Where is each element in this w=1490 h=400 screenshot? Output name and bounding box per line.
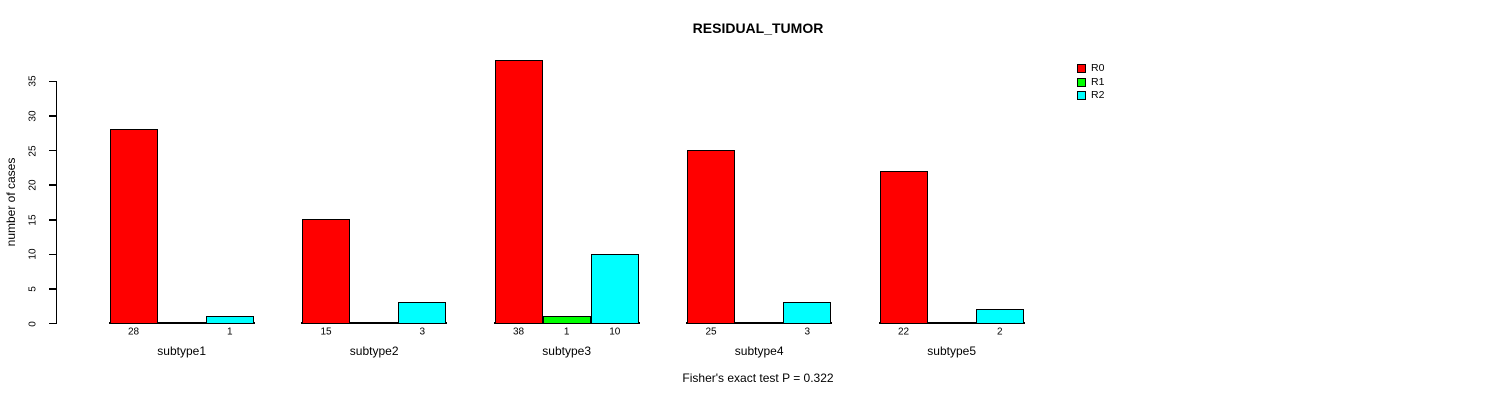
bar-r0-subtype1 <box>109 129 158 325</box>
x-axis-category-label: subtype1 <box>157 343 206 358</box>
y-axis-tick-label: 25 <box>27 144 39 157</box>
y-axis-tick-label: 15 <box>27 214 39 226</box>
bar-r0-subtype5 <box>879 170 928 325</box>
bar-r2-subtype3 <box>590 253 639 325</box>
legend-label: R1 <box>1091 75 1105 88</box>
x-axis-category-label: subtype3 <box>542 343 591 358</box>
legend: R0 R1 R2 <box>1077 62 1105 102</box>
fisher-test-note: Fisher's exact test P = 0.322 <box>682 371 834 385</box>
x-axis-category-label: subtype5 <box>927 343 976 358</box>
y-axis-tick <box>48 253 56 256</box>
legend-item-r1: R1 <box>1077 75 1105 88</box>
bar-value-label: 1 <box>563 326 570 337</box>
bar-value-label: 3 <box>419 326 426 337</box>
legend-swatch-r1 <box>1077 77 1086 87</box>
bar-r2-subtype4 <box>783 302 832 325</box>
y-axis-tick <box>48 115 56 117</box>
y-axis-tick-label: 10 <box>27 248 39 260</box>
chart-title: RESIDUAL_TUMOR <box>692 20 824 36</box>
y-axis-tick <box>48 322 56 325</box>
y-axis-tick <box>48 149 56 152</box>
y-axis-tick <box>48 80 56 83</box>
bar-r0-subtype3 <box>494 59 543 325</box>
y-axis-tick-label: 5 <box>27 286 39 292</box>
group-baseline <box>686 322 833 324</box>
group-baseline <box>878 322 1025 324</box>
y-axis-title: number of cases <box>4 157 18 247</box>
x-axis-category-label: subtype2 <box>349 343 399 358</box>
bar-value-label: 3 <box>804 326 811 337</box>
bar-value-label: 25 <box>705 326 717 337</box>
y-axis-tick <box>48 184 56 186</box>
y-axis-tick <box>48 219 56 221</box>
y-axis-tick-label: 0 <box>27 320 39 327</box>
y-axis-line <box>55 80 57 325</box>
y-axis-tick-label: 35 <box>27 75 39 87</box>
y-axis-tick-label: 30 <box>27 110 39 122</box>
bar-r1-subtype3 <box>542 315 591 325</box>
legend-swatch-r2 <box>1077 91 1086 101</box>
bar-value-label: 28 <box>127 326 140 337</box>
x-axis-category-label: subtype4 <box>734 343 784 358</box>
y-axis-tick <box>48 288 56 290</box>
legend-item-r2: R2 <box>1077 89 1105 102</box>
bar-r0-subtype4 <box>687 149 736 325</box>
bar-value-label: 10 <box>609 326 621 337</box>
bar-value-label: 1 <box>226 326 233 337</box>
bar-r2-subtype5 <box>975 308 1024 325</box>
bar-value-label: 22 <box>897 326 910 337</box>
y-axis-tick-label: 20 <box>27 179 39 191</box>
bar-value-label: 38 <box>512 326 525 337</box>
bar-value-label: 2 <box>996 326 1003 337</box>
legend-item-r0: R0 <box>1077 62 1105 74</box>
group-baseline <box>301 322 448 324</box>
bar-value-label: 15 <box>320 326 332 337</box>
bar-r2-subtype2 <box>398 302 447 325</box>
legend-label: R2 <box>1091 89 1105 102</box>
legend-swatch-r0 <box>1077 64 1086 73</box>
group-baseline <box>108 322 255 324</box>
bar-r2-subtype1 <box>205 315 254 325</box>
legend-label: R0 <box>1091 62 1105 74</box>
bar-r0-subtype2 <box>302 219 351 325</box>
